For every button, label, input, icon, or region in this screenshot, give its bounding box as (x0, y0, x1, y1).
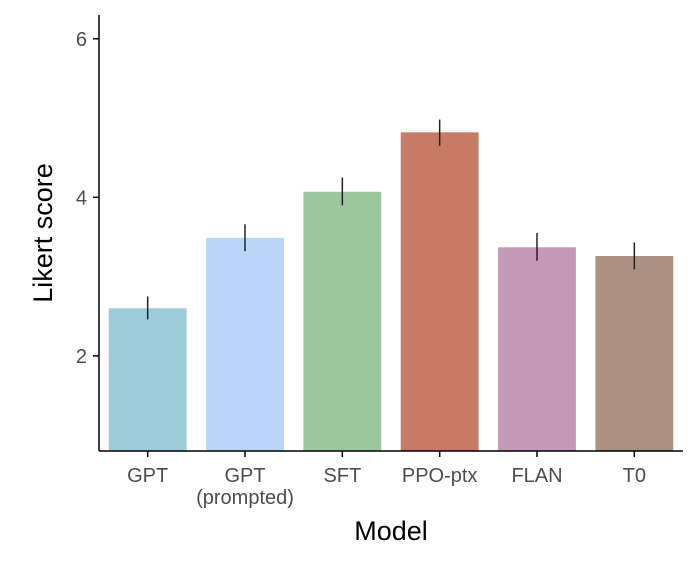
x-tick-label: FLAN (511, 465, 562, 487)
bar (108, 308, 187, 451)
bar (595, 255, 674, 451)
x-tick-label: SFT (323, 465, 361, 487)
x-tick-label: PPO-ptx (402, 465, 478, 487)
y-axis-title: Likert score (28, 163, 58, 303)
x-tick-label: GPT (127, 465, 168, 487)
error-bars-group (146, 119, 636, 320)
x-axis-title: Model (354, 516, 428, 546)
bar (303, 191, 382, 451)
bar (206, 237, 284, 451)
bar (498, 247, 576, 451)
y-ticks-group: 2 4 6 (76, 29, 99, 368)
y-tick-label: 2 (76, 346, 87, 368)
y-tick-label: 6 (76, 29, 87, 51)
bar (400, 132, 479, 451)
x-tick-label: T0 (623, 465, 646, 487)
y-tick-label: 4 (76, 187, 87, 209)
x-ticks-group: GPT GPT (prompted) SFT PPO-ptx FLAN T0 (127, 451, 646, 509)
x-tick-label: GPT (prompted) (196, 465, 294, 509)
bars-group (108, 132, 674, 451)
